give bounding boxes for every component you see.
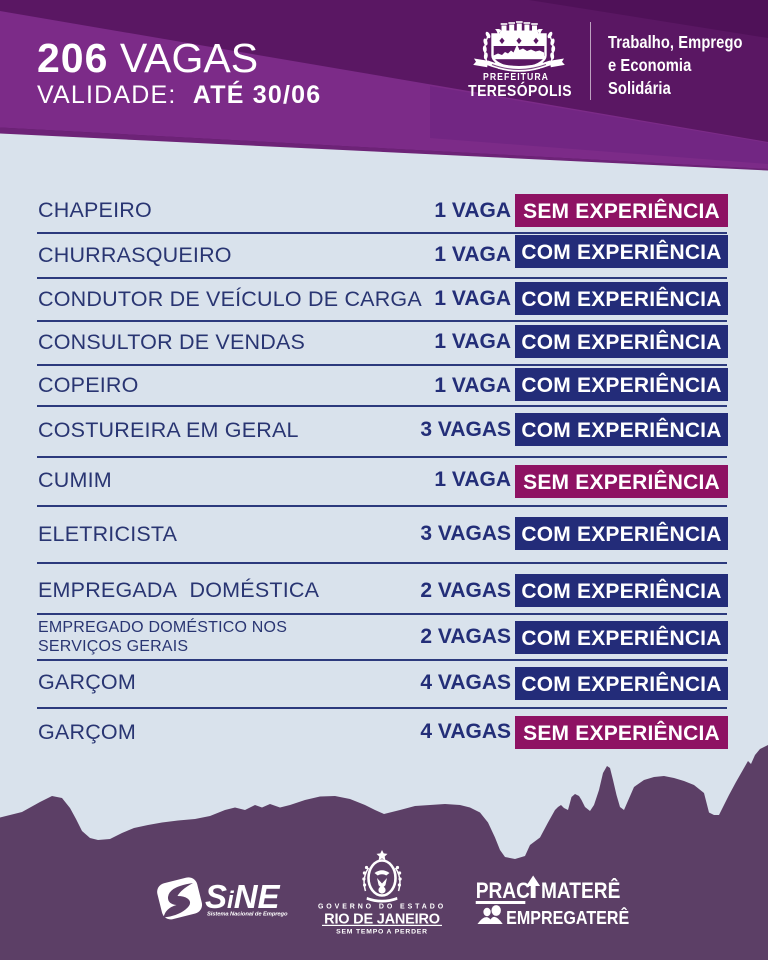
svg-text:GOVERNO DO ESTADO: GOVERNO DO ESTADO	[318, 904, 446, 911]
svg-text:SiNE: SiNE	[205, 878, 281, 915]
svg-text:PRAC: PRAC	[476, 879, 530, 904]
svg-text:MATERÊ: MATERÊ	[541, 878, 620, 904]
svg-text:SEM TEMPO A PERDER: SEM TEMPO A PERDER	[336, 929, 428, 936]
svg-text:Sistema Nacional de Emprego: Sistema Nacional de Emprego	[207, 912, 288, 918]
svg-text:RIO DE JANEIRO: RIO DE JANEIRO	[324, 912, 440, 928]
svg-text:EMPREGATERÊ: EMPREGATERÊ	[506, 907, 629, 928]
